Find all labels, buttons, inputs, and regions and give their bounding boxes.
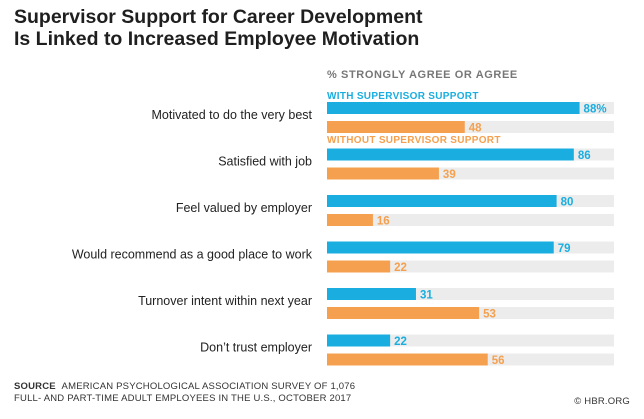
- data-label: 22: [394, 262, 407, 274]
- bar-without-support: [327, 214, 373, 226]
- bar-with-support: [327, 334, 391, 347]
- category-label: Don’t trust employer: [200, 341, 312, 355]
- category-label: Satisfied with job: [218, 155, 312, 169]
- data-label: 88%: [584, 104, 607, 116]
- data-label: 80: [561, 197, 574, 209]
- bar-track: [327, 334, 614, 347]
- chart-title-line-1: Supervisor Support for Career Developmen…: [14, 6, 423, 28]
- bar-track: [327, 260, 614, 273]
- chart-header: % STRONGLY AGREE OR AGREE: [327, 69, 518, 81]
- bar-chart: % STRONGLY AGREE OR AGREE Motivated to do…: [72, 69, 614, 367]
- data-label: 53: [483, 309, 496, 321]
- data-label: 79: [558, 243, 571, 255]
- source-text-line-1: AMERICAN PSYCHOLOGICAL ASSOCIATION SURVE…: [61, 381, 356, 392]
- category-label: Feel valued by employer: [176, 201, 312, 215]
- category-label: Motivated to do the very best: [151, 108, 312, 122]
- source-label: SOURCE: [14, 381, 56, 392]
- bar-without-support: [327, 353, 488, 366]
- chart-title: Supervisor Support for Career Developmen…: [14, 6, 423, 50]
- bar-without-support: [327, 307, 480, 319]
- data-label: 39: [443, 169, 456, 181]
- legend-with-support: WITH SUPERVISOR SUPPORT: [327, 91, 479, 102]
- data-label: 56: [492, 355, 505, 367]
- bar-without-support: [327, 167, 439, 180]
- bar-with-support: [327, 102, 580, 114]
- data-label: 31: [420, 290, 433, 302]
- bar-with-support: [327, 195, 557, 207]
- chart-title-line-2: Is Linked to Increased Employee Motivati…: [14, 28, 420, 50]
- source-note: SOURCE AMERICAN PSYCHOLOGICAL ASSOCIATIO…: [14, 381, 355, 405]
- source-text-line-2: FULL- AND PART-TIME ADULT EMPLOYEES IN T…: [14, 393, 352, 404]
- category-label: Turnover intent within next year: [138, 294, 312, 308]
- hbr-credit: © HBR.ORG: [574, 396, 630, 407]
- data-label: 22: [394, 336, 407, 348]
- bar-with-support: [327, 241, 554, 254]
- data-label: 16: [377, 216, 390, 228]
- bar-track: [327, 214, 614, 226]
- bar-with-support: [327, 148, 574, 161]
- legend-without-support: WITHOUT SUPERVISOR SUPPORT: [327, 135, 501, 146]
- bar-with-support: [327, 288, 416, 300]
- bar-without-support: [327, 121, 465, 133]
- category-label: Would recommend as a good place to work: [72, 248, 313, 262]
- bar-without-support: [327, 260, 391, 273]
- data-label: 86: [578, 150, 591, 162]
- data-label: 48: [469, 123, 482, 135]
